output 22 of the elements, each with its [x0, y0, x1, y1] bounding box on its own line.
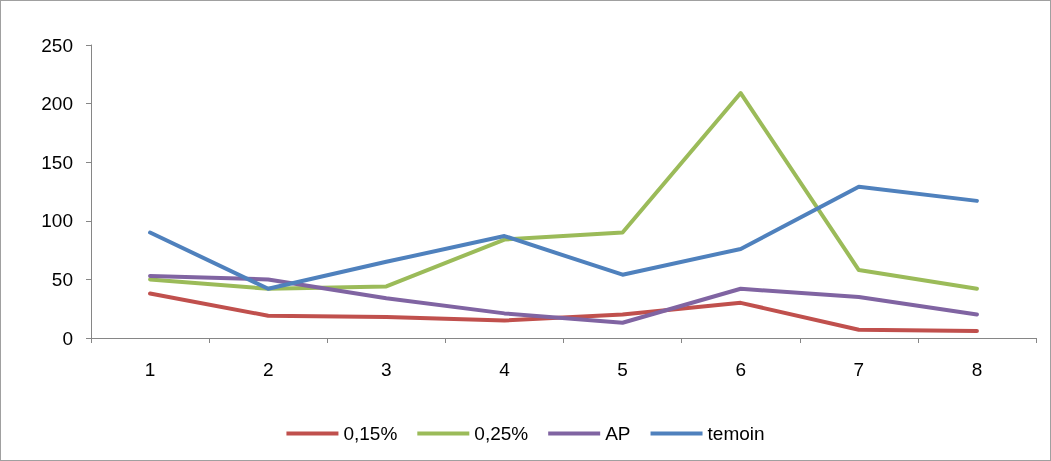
line-series: [148, 91, 979, 291]
x-tick-label: 2: [262, 359, 274, 380]
y-tick-label: 250: [41, 34, 73, 56]
legend-label: 0,15%: [343, 423, 398, 444]
y-tick-label: 150: [41, 151, 73, 173]
x-tick-label: 5: [617, 359, 628, 380]
legend-label: 0,25%: [474, 423, 529, 444]
y-tick-label: 100: [41, 210, 73, 232]
legend-label: AP: [605, 423, 631, 444]
x-tick-label: 7: [853, 359, 865, 380]
x-tick-label: 8: [971, 359, 983, 380]
x-tick-label: 3: [381, 359, 392, 380]
legend-label: temoin: [707, 423, 765, 444]
y-tick-label: 0: [62, 327, 73, 349]
x-tick-label: 6: [735, 359, 746, 380]
line-series: [148, 184, 979, 291]
x-tick-label: 4: [499, 359, 511, 380]
line-series: [148, 273, 979, 325]
x-tick-label: 1: [144, 359, 156, 380]
line-series: [148, 291, 979, 333]
y-tick-label: 200: [41, 93, 73, 115]
y-tick-label: 50: [51, 268, 73, 290]
